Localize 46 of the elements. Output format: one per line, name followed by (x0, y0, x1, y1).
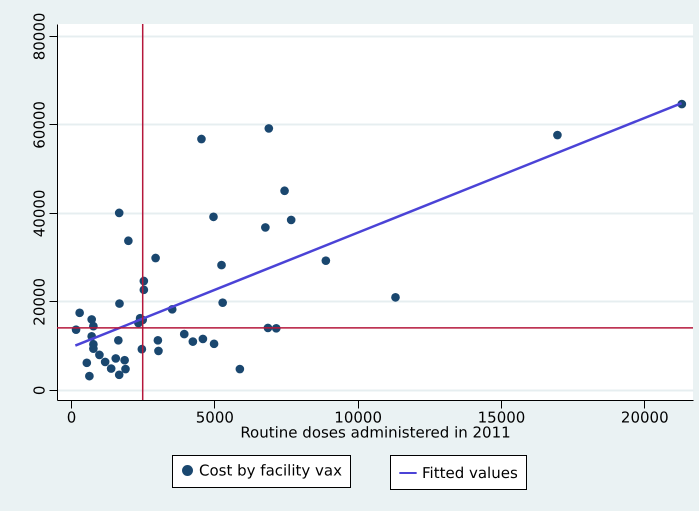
y-tick-label: 0 (30, 386, 48, 396)
point (391, 293, 400, 302)
y-tick-label: 20000 (30, 278, 48, 326)
point (114, 208, 124, 218)
y-tick-label: 60000 (30, 101, 48, 149)
point (95, 350, 104, 360)
legend-label: Cost by facility vax (199, 462, 342, 480)
point (553, 130, 562, 140)
x-tick-label: 10000 (334, 408, 382, 426)
x-axis-title: Routine doses administered in 2011 (240, 424, 511, 442)
point (197, 134, 206, 144)
point (85, 372, 94, 380)
point (322, 256, 330, 265)
x-tick-label: 20000 (620, 408, 669, 426)
point (75, 308, 84, 318)
point (217, 260, 226, 270)
point (154, 346, 163, 356)
point (111, 354, 120, 363)
x-tick-label: 5000 (196, 408, 234, 426)
point (106, 364, 116, 373)
x-tick-label: 15000 (478, 408, 526, 426)
point (264, 124, 274, 133)
point (115, 299, 124, 308)
y-tick-label: 80000 (30, 12, 48, 60)
point (180, 330, 189, 338)
point (82, 358, 92, 368)
point (121, 364, 130, 374)
y-tick-label: 40000 (30, 190, 48, 238)
legend-label: Fitted values (422, 464, 518, 482)
point (280, 186, 289, 196)
point (286, 216, 296, 224)
point (236, 364, 244, 374)
point (114, 336, 123, 345)
point (100, 358, 110, 366)
point (151, 254, 160, 262)
point (188, 337, 198, 346)
point (124, 236, 133, 246)
x-tick-label: 0 (66, 408, 76, 426)
point (120, 356, 129, 365)
point (218, 298, 227, 308)
point (210, 340, 218, 348)
point (261, 223, 270, 232)
point (154, 336, 162, 345)
point (198, 334, 208, 344)
point (114, 370, 124, 380)
point (209, 212, 218, 222)
